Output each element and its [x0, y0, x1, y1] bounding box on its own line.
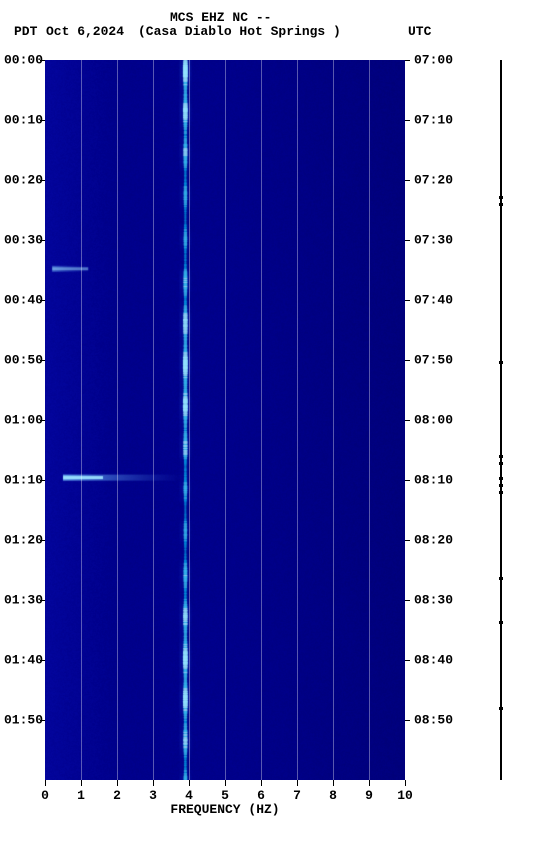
y-left-label: 00:10 [4, 113, 43, 128]
y-right-label: 07:10 [414, 113, 453, 128]
y-tick [40, 120, 45, 121]
x-tick [261, 780, 262, 786]
x-tick-label: 8 [329, 788, 337, 803]
side-strip-mark [499, 491, 503, 494]
x-tick [153, 780, 154, 786]
side-strip-mark [499, 477, 503, 480]
y-tick [40, 360, 45, 361]
x-tick-label: 3 [149, 788, 157, 803]
y-tick [40, 420, 45, 421]
y-tick [405, 540, 410, 541]
x-tick-label: 4 [185, 788, 193, 803]
x-tick-label: 7 [293, 788, 301, 803]
y-left-label: 01:00 [4, 413, 43, 428]
y-right-label: 08:20 [414, 533, 453, 548]
title-tz-right: UTC [408, 24, 431, 39]
y-left-label: 00:00 [4, 53, 43, 68]
side-strip-mark [499, 455, 503, 458]
y-left-label: 01:50 [4, 713, 43, 728]
y-tick [40, 240, 45, 241]
y-tick [40, 480, 45, 481]
y-tick [405, 60, 410, 61]
spectrogram-plot [45, 60, 405, 780]
y-tick [40, 720, 45, 721]
x-tick [189, 780, 190, 786]
x-tick-label: 9 [365, 788, 373, 803]
side-strip-mark [499, 361, 503, 364]
y-tick [405, 120, 410, 121]
y-right-label: 07:30 [414, 233, 453, 248]
x-tick [405, 780, 406, 786]
x-tick [225, 780, 226, 786]
y-right-label: 08:50 [414, 713, 453, 728]
title-tz-left: PDT [14, 24, 37, 39]
y-right-label: 07:20 [414, 173, 453, 188]
y-left-label: 00:50 [4, 353, 43, 368]
y-tick [40, 300, 45, 301]
x-tick [333, 780, 334, 786]
y-tick [405, 660, 410, 661]
y-left-label: 01:20 [4, 533, 43, 548]
x-tick [297, 780, 298, 786]
side-strip-mark [499, 196, 503, 199]
y-tick [40, 600, 45, 601]
y-tick [40, 660, 45, 661]
y-left-label: 00:40 [4, 293, 43, 308]
y-tick [405, 720, 410, 721]
x-tick-label: 2 [113, 788, 121, 803]
y-tick [40, 180, 45, 181]
side-strip-mark [499, 621, 503, 624]
x-tick-label: 6 [257, 788, 265, 803]
x-tick-label: 0 [41, 788, 49, 803]
x-tick [369, 780, 370, 786]
x-tick-label: 1 [77, 788, 85, 803]
x-tick-label: 10 [397, 788, 413, 803]
side-strip-mark [499, 707, 503, 710]
y-right-label: 07:00 [414, 53, 453, 68]
y-tick [405, 300, 410, 301]
x-tick [45, 780, 46, 786]
y-right-label: 08:40 [414, 653, 453, 668]
y-tick [405, 420, 410, 421]
y-right-label: 07:50 [414, 353, 453, 368]
x-tick [117, 780, 118, 786]
title-date: Oct 6,2024 [46, 24, 124, 39]
side-strip-mark [499, 484, 503, 487]
spectrogram-page: MCS EHZ NC -- PDT Oct 6,2024 (Casa Diabl… [0, 0, 552, 864]
x-axis-title: FREQUENCY (HZ) [45, 802, 405, 817]
y-axis-right: 07:0007:1007:2007:3007:4007:5008:0008:10… [410, 60, 454, 780]
x-axis: FREQUENCY (HZ) 012345678910 [45, 780, 405, 820]
x-tick [81, 780, 82, 786]
y-tick [405, 600, 410, 601]
y-tick [405, 180, 410, 181]
title-station-code: MCS EHZ NC -- [170, 10, 271, 25]
y-right-label: 08:10 [414, 473, 453, 488]
y-tick [405, 360, 410, 361]
y-left-label: 01:30 [4, 593, 43, 608]
side-strip-mark [499, 203, 503, 206]
y-right-label: 08:30 [414, 593, 453, 608]
y-left-label: 01:10 [4, 473, 43, 488]
x-tick-label: 5 [221, 788, 229, 803]
side-strip-mark [499, 577, 503, 580]
y-left-label: 00:20 [4, 173, 43, 188]
y-tick [40, 60, 45, 61]
y-right-label: 08:00 [414, 413, 453, 428]
y-left-label: 01:40 [4, 653, 43, 668]
y-tick [405, 480, 410, 481]
side-event-strip [500, 60, 502, 780]
y-left-label: 00:30 [4, 233, 43, 248]
title-station-name: (Casa Diablo Hot Springs ) [138, 24, 341, 39]
side-strip-mark [499, 462, 503, 465]
y-tick [40, 540, 45, 541]
y-right-label: 07:40 [414, 293, 453, 308]
y-axis-left: 00:0000:1000:2000:3000:4000:5001:0001:10… [0, 60, 44, 780]
spectrogram-canvas [45, 60, 405, 780]
y-tick [405, 240, 410, 241]
